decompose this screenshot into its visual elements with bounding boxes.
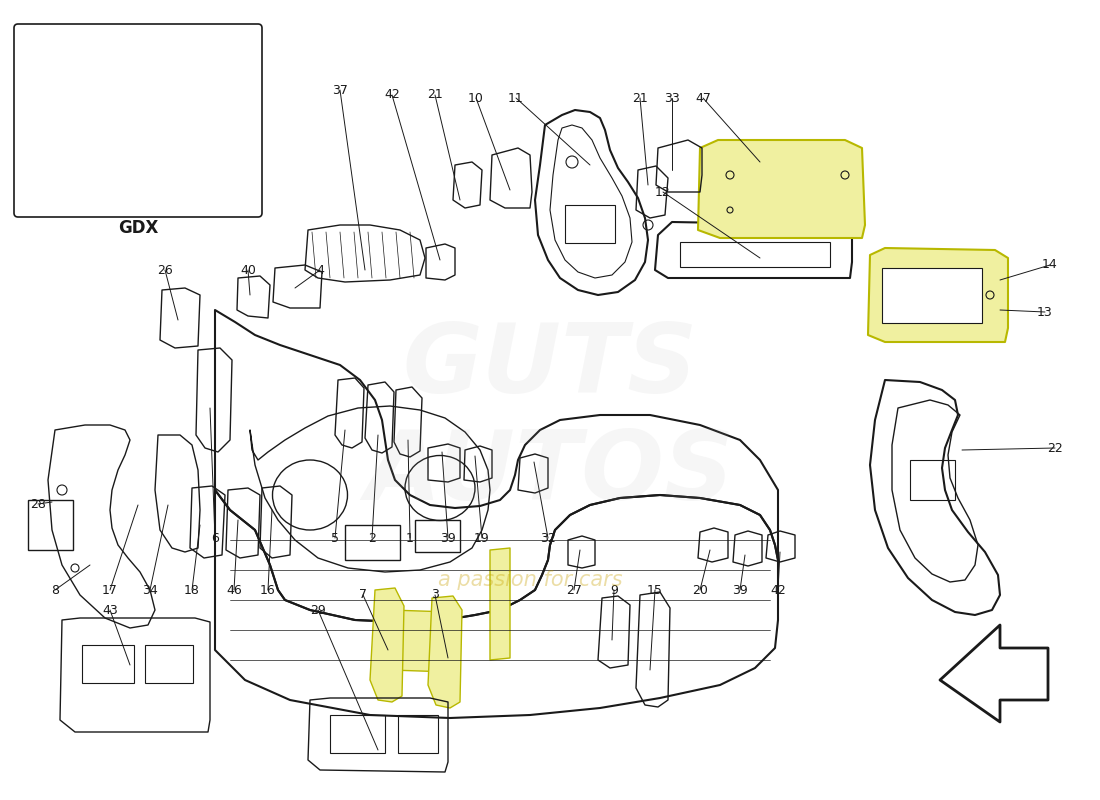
Text: 25: 25 — [192, 34, 208, 46]
Text: 9: 9 — [610, 583, 618, 597]
Text: 26: 26 — [157, 263, 173, 277]
Text: 18: 18 — [184, 583, 200, 597]
Polygon shape — [370, 588, 404, 702]
Text: 46: 46 — [227, 583, 242, 597]
Polygon shape — [940, 625, 1048, 722]
Text: 8: 8 — [51, 583, 59, 597]
Text: 16: 16 — [260, 583, 276, 597]
Polygon shape — [868, 248, 1008, 342]
Bar — [145, 645, 192, 683]
Bar — [565, 205, 615, 243]
Text: 25: 25 — [196, 34, 212, 46]
Text: 5: 5 — [331, 531, 339, 545]
Text: 39: 39 — [440, 531, 455, 545]
Text: 33: 33 — [664, 91, 680, 105]
Text: 7: 7 — [359, 589, 367, 602]
Text: 11: 11 — [508, 91, 524, 105]
Polygon shape — [698, 140, 865, 238]
Bar — [882, 268, 982, 323]
Text: 37: 37 — [332, 83, 348, 97]
Text: 42: 42 — [770, 583, 785, 597]
Bar — [415, 520, 460, 552]
Text: 42: 42 — [384, 89, 400, 102]
Text: 34: 34 — [142, 583, 158, 597]
Text: 32: 32 — [540, 531, 556, 545]
Text: 47: 47 — [695, 91, 711, 105]
Bar — [345, 525, 400, 560]
Polygon shape — [490, 548, 510, 660]
Text: 21: 21 — [427, 89, 443, 102]
Text: 2: 2 — [368, 531, 376, 545]
Text: 1: 1 — [406, 531, 414, 545]
Text: 21: 21 — [632, 91, 648, 105]
Bar — [28, 500, 73, 550]
Bar — [398, 715, 438, 753]
Bar — [680, 242, 830, 267]
Text: 15: 15 — [647, 583, 663, 597]
Bar — [910, 460, 955, 500]
FancyBboxPatch shape — [14, 24, 262, 217]
Text: 10: 10 — [469, 91, 484, 105]
Text: 17: 17 — [102, 583, 118, 597]
Text: 22: 22 — [1047, 442, 1063, 454]
Text: 43: 43 — [102, 603, 118, 617]
Text: 28: 28 — [30, 498, 46, 510]
Text: 13: 13 — [1037, 306, 1053, 318]
Text: 19: 19 — [474, 531, 490, 545]
Text: 39: 39 — [733, 583, 748, 597]
Text: 3: 3 — [431, 589, 439, 602]
Text: 27: 27 — [566, 583, 582, 597]
Text: 14: 14 — [1042, 258, 1058, 271]
Text: a passion for cars: a passion for cars — [438, 570, 623, 590]
Bar — [330, 715, 385, 753]
Text: GUTS
AUTOS: GUTS AUTOS — [365, 320, 735, 520]
Text: 6: 6 — [211, 531, 219, 545]
Text: 40: 40 — [240, 263, 256, 277]
Bar — [82, 645, 134, 683]
Text: 29: 29 — [310, 603, 326, 617]
Text: 20: 20 — [692, 583, 708, 597]
Text: 4: 4 — [316, 263, 323, 277]
Polygon shape — [428, 596, 462, 708]
Text: 12: 12 — [656, 186, 671, 198]
Polygon shape — [390, 610, 450, 672]
Text: GDX: GDX — [118, 219, 158, 237]
